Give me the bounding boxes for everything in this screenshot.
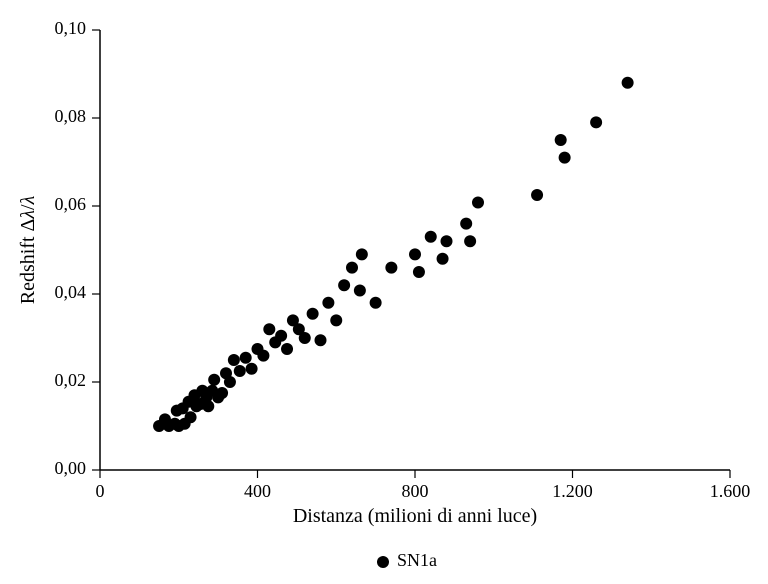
data-point <box>409 248 421 260</box>
data-point <box>356 248 368 260</box>
y-tick-label: 0,04 <box>55 282 87 302</box>
y-tick-label: 0,06 <box>55 194 87 214</box>
data-point <box>413 266 425 278</box>
data-point <box>472 196 484 208</box>
data-point <box>555 134 567 146</box>
x-tick-label: 800 <box>402 481 429 501</box>
data-point <box>425 231 437 243</box>
data-point <box>185 411 197 423</box>
x-tick-label: 1.600 <box>710 481 751 501</box>
y-tick-label: 0,00 <box>55 458 87 478</box>
data-point <box>234 365 246 377</box>
data-point <box>330 314 342 326</box>
data-point <box>228 354 240 366</box>
data-point <box>346 262 358 274</box>
data-point <box>531 189 543 201</box>
data-point <box>263 323 275 335</box>
data-point <box>246 363 258 375</box>
legend-marker <box>377 556 389 568</box>
data-point <box>354 284 366 296</box>
data-point <box>370 297 382 309</box>
data-point <box>281 343 293 355</box>
data-point <box>315 334 327 346</box>
data-point <box>224 376 236 388</box>
x-tick-label: 0 <box>96 481 105 501</box>
y-tick-label: 0,02 <box>55 370 87 390</box>
y-tick-label: 0,10 <box>55 18 87 38</box>
data-point <box>240 352 252 364</box>
data-point <box>622 77 634 89</box>
data-point <box>385 262 397 274</box>
chart-svg: 0 400 800 1.200 1.600 0,00 0,02 0,04 0,06 0,08 0,1… <box>0 0 768 584</box>
data-point <box>338 279 350 291</box>
data-point <box>275 330 287 342</box>
x-tick-label: 1.200 <box>552 481 593 501</box>
y-axis-title: Redshift Δλ/λ <box>17 195 39 304</box>
data-point <box>460 218 472 230</box>
data-point <box>257 350 269 362</box>
data-point <box>202 400 214 412</box>
x-tick-label: 400 <box>244 481 271 501</box>
data-point <box>208 374 220 386</box>
data-point <box>307 308 319 320</box>
data-point <box>216 387 228 399</box>
data-point <box>441 235 453 247</box>
legend-label: SN1a <box>397 550 437 570</box>
data-point <box>299 332 311 344</box>
data-point <box>322 297 334 309</box>
x-axis-title: Distanza (milioni di anni luce) <box>293 505 537 527</box>
data-point <box>590 116 602 128</box>
y-tick-label: 0,08 <box>55 106 87 126</box>
data-point <box>464 235 476 247</box>
data-point <box>559 152 571 164</box>
data-point <box>437 253 449 265</box>
scatter-chart: 0 400 800 1.200 1.600 0,00 0,02 0,04 0,06 0,08 0,1… <box>0 0 768 584</box>
